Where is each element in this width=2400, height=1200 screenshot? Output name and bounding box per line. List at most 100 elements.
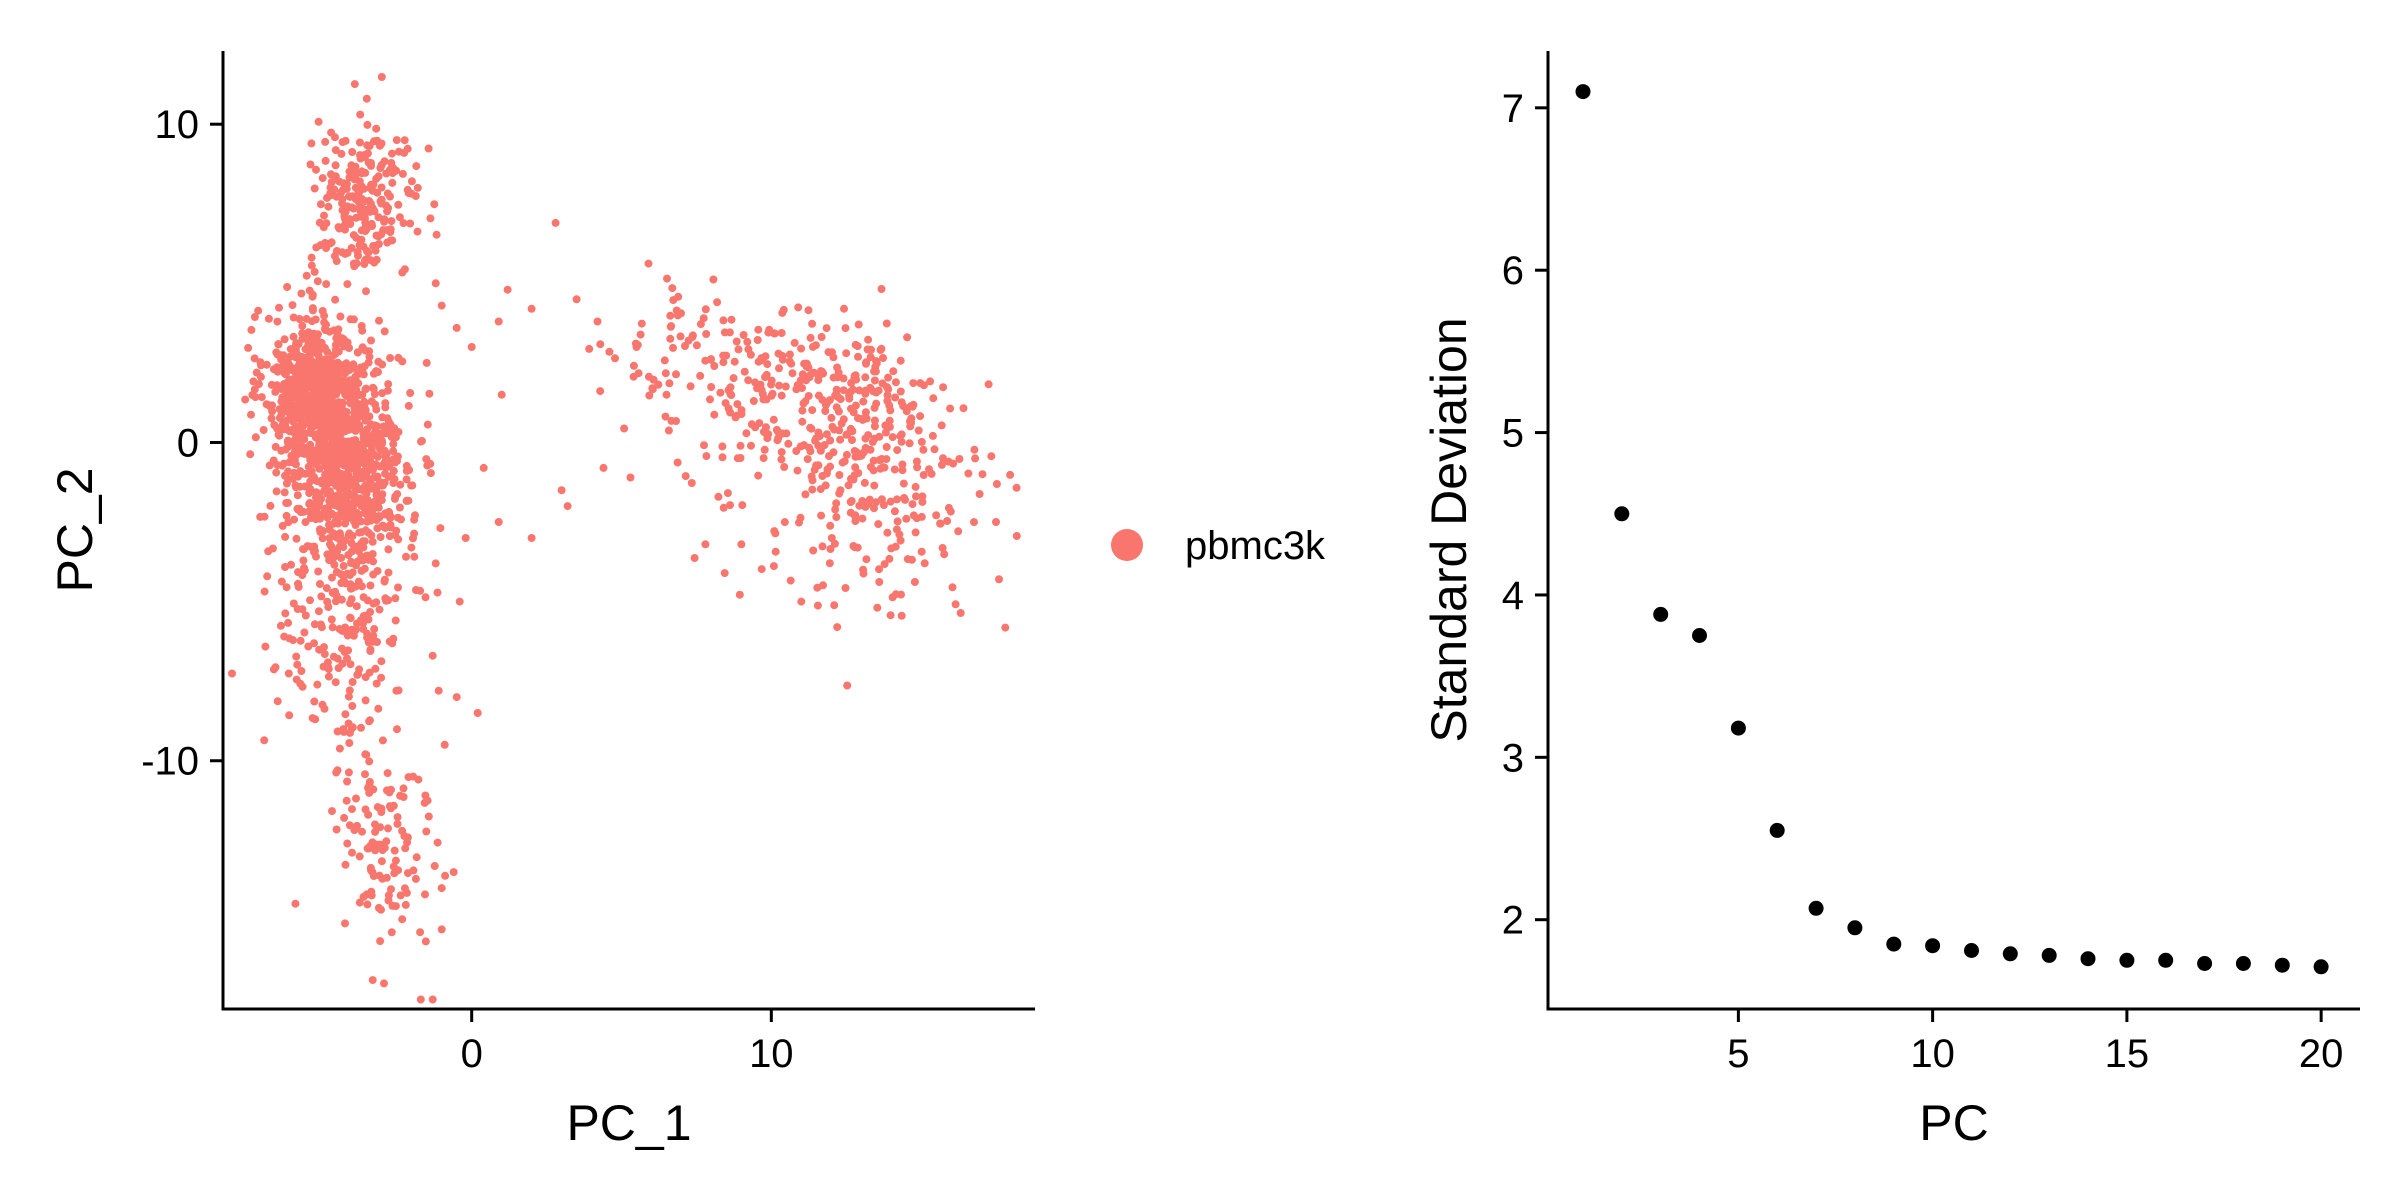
- pca-point: [263, 572, 272, 581]
- pca-point: [277, 385, 286, 393]
- pca-point: [629, 372, 638, 381]
- pca-point: [334, 518, 343, 527]
- pca-point: [970, 518, 978, 527]
- pca-point: [765, 325, 774, 334]
- pca-point: [385, 802, 394, 811]
- pca-point: [849, 385, 858, 394]
- pca-point: [307, 253, 316, 262]
- pca-point: [338, 248, 347, 257]
- pca-point: [677, 309, 685, 318]
- pca-point: [333, 654, 342, 663]
- pca-point: [801, 490, 810, 499]
- pca-point: [260, 736, 269, 745]
- pca-point: [343, 777, 352, 786]
- pca-point: [873, 603, 882, 612]
- pca-point: [434, 686, 443, 695]
- pca-point: [267, 414, 276, 423]
- pca-x-axis-title: PC_1: [566, 1095, 691, 1151]
- pca-point: [307, 467, 316, 476]
- pca-point: [710, 362, 719, 370]
- pca-point: [808, 342, 817, 351]
- pca-point: [374, 903, 383, 912]
- pca-point: [339, 725, 348, 734]
- pca-point: [798, 417, 807, 426]
- pca-point: [557, 486, 566, 495]
- pca-point: [911, 482, 920, 491]
- pca-point: [319, 443, 328, 451]
- pca-point: [228, 669, 236, 678]
- pca-point: [754, 471, 763, 480]
- elbow-points-layer: [1575, 84, 2329, 975]
- pca-point: [918, 492, 927, 501]
- pca-point: [284, 406, 293, 414]
- pca-point: [939, 383, 948, 392]
- pca-point: [798, 370, 807, 379]
- pca-point: [395, 213, 404, 222]
- pca-point: [327, 238, 336, 247]
- pca-point: [354, 456, 363, 465]
- pca-point: [306, 542, 315, 551]
- pca-point: [687, 479, 696, 487]
- pca-point: [928, 431, 937, 440]
- pca-point: [335, 400, 343, 409]
- pca-point: [892, 525, 901, 534]
- pca-point: [338, 206, 347, 215]
- pca-point: [913, 463, 922, 472]
- pca-point: [778, 352, 787, 360]
- pca-point: [296, 508, 305, 517]
- pca-point: [366, 581, 375, 590]
- pca-point: [362, 750, 371, 759]
- pca-point: [372, 405, 381, 414]
- pca-point: [352, 602, 361, 611]
- pca-point: [393, 813, 402, 822]
- pca-point: [339, 543, 348, 551]
- pca-point: [686, 382, 695, 391]
- pca-point: [747, 420, 756, 429]
- pca-point: [821, 407, 830, 415]
- pca-point: [366, 183, 375, 192]
- pca-point: [398, 357, 407, 366]
- pca-point: [636, 330, 645, 339]
- pca-point: [332, 334, 341, 343]
- pca-point: [310, 364, 319, 373]
- pca-point: [314, 607, 323, 616]
- pca-point: [859, 397, 868, 406]
- pca-point: [956, 609, 965, 617]
- pca-point: [406, 389, 415, 397]
- pca-point: [342, 359, 351, 368]
- pca-point: [337, 149, 346, 158]
- pca-point: [373, 422, 382, 431]
- pca-point: [361, 770, 369, 779]
- pca-point: [319, 223, 328, 232]
- pca-point: [360, 564, 369, 573]
- pca-point: [864, 500, 873, 509]
- pca-point: [371, 846, 380, 855]
- pca-point: [322, 584, 331, 593]
- pca-point: [333, 358, 342, 367]
- pca-point: [315, 464, 324, 473]
- pca-point: [422, 455, 431, 464]
- pca-point: [917, 547, 926, 556]
- elbow-point: [1692, 628, 1707, 643]
- pca-point: [380, 327, 389, 336]
- pca-point: [871, 367, 880, 376]
- pca-point: [440, 740, 449, 749]
- pca-point: [244, 343, 253, 352]
- pca-point: [831, 391, 840, 400]
- pca-point: [995, 575, 1003, 584]
- pca-point: [898, 466, 907, 475]
- pca-point: [420, 798, 429, 807]
- pca-point: [706, 395, 714, 404]
- pca-point: [333, 766, 342, 775]
- pca-point: [341, 519, 349, 528]
- pca-point: [909, 511, 918, 520]
- pca-point: [893, 495, 901, 504]
- pca-point: [306, 160, 315, 169]
- pca-point: [331, 172, 340, 181]
- pca-point: [318, 307, 327, 315]
- pca-point: [320, 643, 328, 652]
- pca-x-ticks: 0 10: [461, 1009, 794, 1076]
- pca-point: [822, 469, 831, 478]
- pca-point: [319, 479, 328, 488]
- elbow-point: [1614, 506, 1630, 522]
